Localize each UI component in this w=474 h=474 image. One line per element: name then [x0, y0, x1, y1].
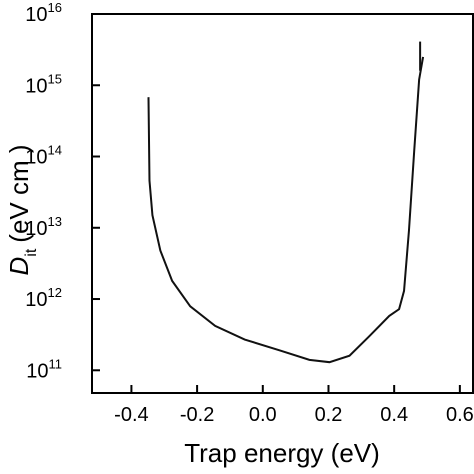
- y-tick-exponent: 13: [48, 214, 62, 229]
- y-tick-label: 1014: [25, 143, 62, 169]
- y-tick-label: 1016: [25, 0, 62, 26]
- y-axis-label: Dit (eV cm ): [4, 144, 40, 275]
- x-axis-label: Trap energy (eV): [184, 438, 380, 468]
- x-tick-label: 0.2: [315, 404, 343, 426]
- y-label-sub: it: [23, 248, 40, 257]
- y-tick-label: 1012: [25, 285, 62, 311]
- y-tick-exponent: 15: [48, 71, 62, 86]
- x-tick-label: -0.4: [114, 404, 148, 426]
- y-tick-label: 1011: [26, 356, 62, 382]
- y-tick-label: 1013: [25, 214, 62, 240]
- x-tick-label: 0.4: [380, 404, 408, 426]
- plot-frame: [91, 13, 474, 394]
- y-tick-base: 10: [26, 360, 48, 382]
- y-tick-exponent: 12: [48, 285, 62, 300]
- y-tick-base: 10: [25, 4, 47, 26]
- y-tick-exponent: 14: [48, 143, 62, 158]
- y-tick-base: 10: [25, 147, 47, 169]
- x-tick-label: 0.6: [446, 404, 474, 426]
- y-label-rest: (eV cm ): [4, 144, 34, 242]
- x-tick-label: 0.0: [249, 404, 277, 426]
- y-tick-base: 10: [25, 218, 47, 240]
- y-label-main: D: [4, 257, 34, 276]
- y-tick-exponent: 16: [48, 0, 62, 15]
- y-tick-base: 10: [25, 75, 47, 97]
- y-tick-base: 10: [25, 289, 47, 311]
- y-tick-exponent: 11: [49, 356, 63, 371]
- x-tick-label: -0.2: [180, 404, 214, 426]
- y-tick-label: 1015: [25, 71, 62, 97]
- data-line: [147, 56, 425, 364]
